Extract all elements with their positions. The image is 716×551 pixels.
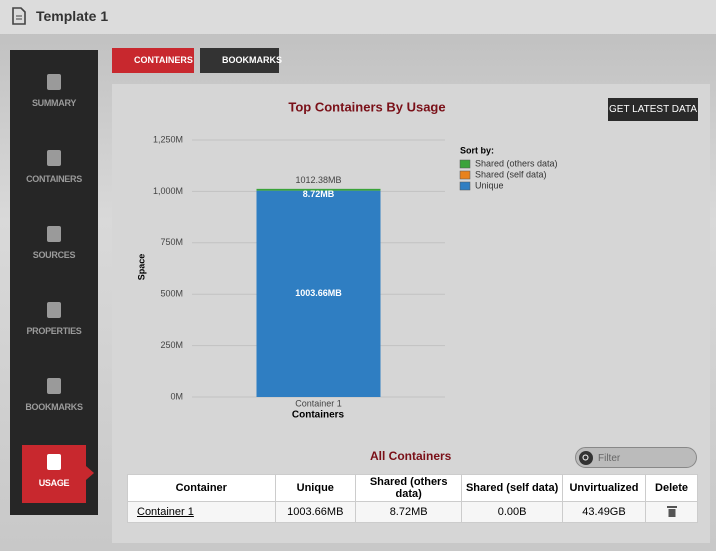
sidebar: SUMMARY CONTAINERS SOURCES PROPERTIES BOOKMA… <box>10 50 98 515</box>
nav-item[interactable]: SUMMARY <box>10 74 98 108</box>
nav-item[interactable]: PROPERTIES <box>10 302 98 336</box>
table-cell: Container 1 <box>127 501 276 523</box>
get-data-button[interactable]: GET LATEST DATA <box>608 98 698 121</box>
table-cell: 8.72MB <box>355 501 463 523</box>
cell-text: 1003.66MB <box>287 506 344 518</box>
search-icon <box>579 451 593 465</box>
table-row: Container 1 1003.66MB 8.72MB 0.00B 43.49GB <box>127 501 698 523</box>
y-tick-label: 250M <box>160 340 183 350</box>
legend-swatch <box>459 181 471 191</box>
value-label: 8.72MB <box>303 189 335 199</box>
nav-item[interactable]: SOURCES <box>10 226 98 260</box>
table-cell: 43.49GB <box>561 501 647 523</box>
nav-item[interactable]: CONTAINERS <box>10 150 98 184</box>
bar-segment <box>256 190 381 397</box>
legend-swatch <box>459 159 471 169</box>
cell-text: 0.00B <box>497 506 527 518</box>
x-tick-label: Container 1 <box>295 398 342 408</box>
table-cell: 0.00B <box>461 501 563 523</box>
active-arrow <box>86 466 94 480</box>
nav-icon <box>47 150 61 166</box>
nav-label: PROPERTIES <box>26 326 82 336</box>
filter-placeholder: Filter <box>598 453 621 464</box>
nav-icon <box>47 454 61 470</box>
nav-label: BOOKMARKS <box>25 402 83 412</box>
nav-item[interactable]: BOOKMARKS <box>10 378 98 412</box>
page-title: Template 1 <box>36 8 109 24</box>
header: Template 1 <box>0 0 716 34</box>
table-title: All Containers <box>370 449 452 463</box>
column-header: Container <box>127 474 276 502</box>
column-header: Unvirtualized <box>561 474 647 502</box>
column-header: Shared (self data) <box>461 474 563 502</box>
chart: Top Containers By Usage Space Containers… <box>136 99 558 421</box>
nav-label: SUMMARY <box>31 98 77 108</box>
nav-icon <box>47 302 61 318</box>
tab[interactable]: BOOKMARKS <box>200 48 282 73</box>
legend-label: Shared (others data) <box>475 158 558 168</box>
y-tick-label: 1,000M <box>153 186 183 196</box>
legend-title: Sort by: <box>460 145 494 155</box>
y-tick-label: 500M <box>160 289 183 299</box>
container-link[interactable]: Container 1 <box>137 506 194 518</box>
tab[interactable]: CONTAINERS <box>112 48 194 73</box>
nav-icon <box>47 74 61 90</box>
column-header: Shared (others data) <box>355 474 463 502</box>
delete-cell <box>645 501 698 523</box>
y-tick-label: 0M <box>170 391 183 401</box>
value-label: 1003.66MB <box>295 288 342 298</box>
legend-swatch <box>459 170 471 180</box>
nav-icon <box>47 378 61 394</box>
y-tick-label: 750M <box>160 237 183 247</box>
total-label: 1012.38MB <box>295 175 341 185</box>
nav-item[interactable]: USAGE <box>10 454 98 488</box>
nav-icon <box>47 226 61 242</box>
delete-icon[interactable] <box>666 505 677 517</box>
cell-text: 8.72MB <box>389 506 428 518</box>
y-tick-label: 1,250M <box>153 134 183 144</box>
column-header: Delete <box>645 474 698 502</box>
table-cell: 1003.66MB <box>274 501 357 523</box>
x-axis-label: Containers <box>292 410 345 421</box>
containers-table: Container Unique Shared (others data) Share… <box>127 474 698 523</box>
doc-icon <box>12 7 26 25</box>
nav-label: CONTAINERS <box>26 174 82 184</box>
cell-text: 43.49GB <box>582 506 626 518</box>
column-header: Unique <box>274 474 357 502</box>
y-axis-label: Space <box>136 254 146 281</box>
chart-title: Top Containers By Usage <box>288 99 445 114</box>
legend-label: Unique <box>475 180 504 190</box>
legend-label: Shared (self data) <box>475 169 547 179</box>
bar-segment <box>256 188 381 191</box>
nav-label: USAGE <box>38 478 70 488</box>
nav-label: SOURCES <box>32 250 76 260</box>
header-row: Container Unique Shared (others data) Share… <box>127 474 698 502</box>
filter-input[interactable]: Filter <box>575 447 697 468</box>
